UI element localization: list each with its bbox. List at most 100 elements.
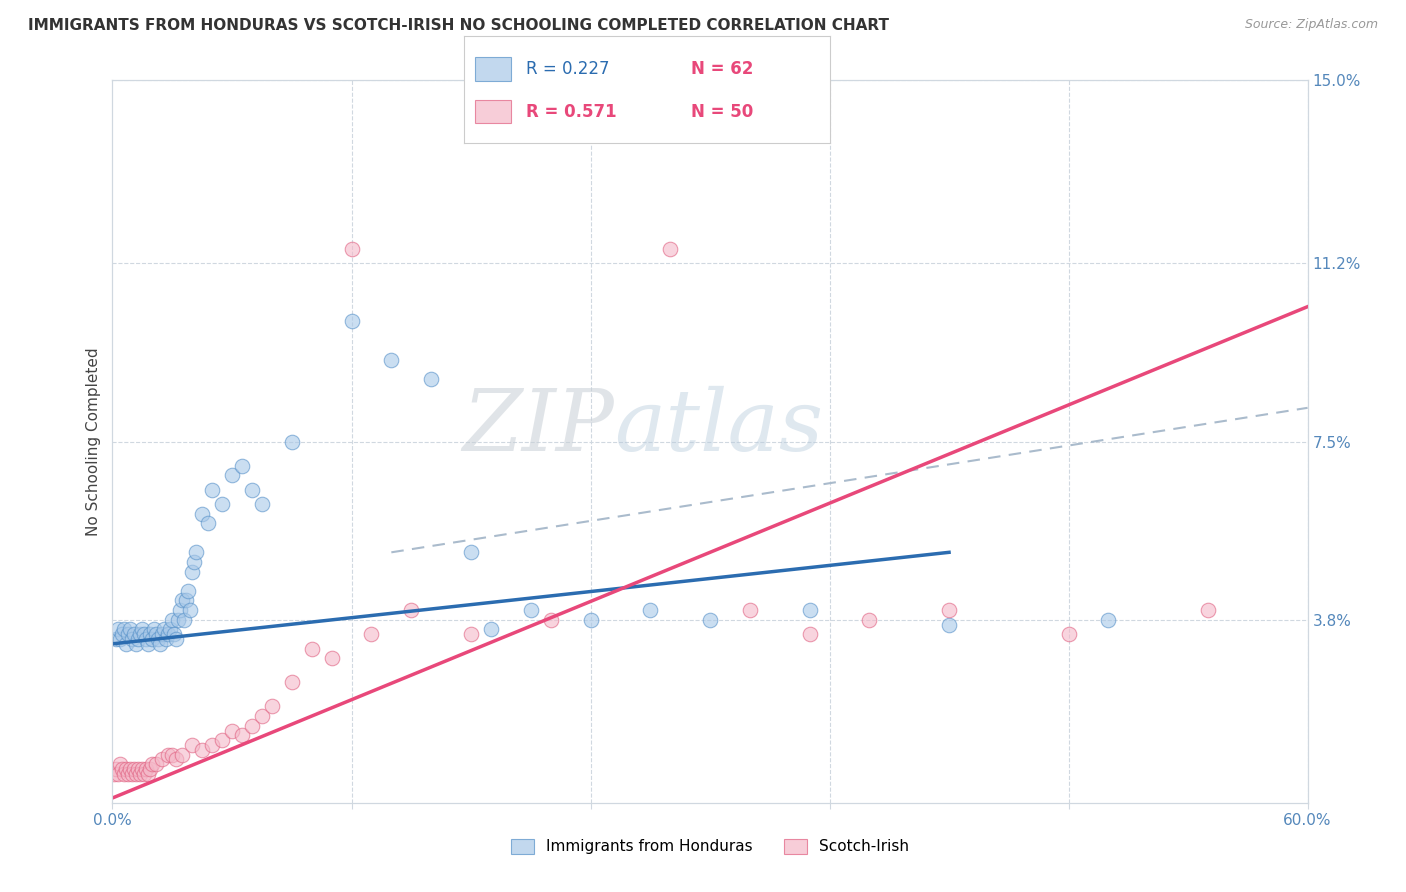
Point	[183, 555, 205, 569]
Point	[260, 699, 283, 714]
Point	[150, 752, 173, 766]
Point	[157, 627, 180, 641]
Point	[177, 583, 200, 598]
Point	[135, 762, 157, 776]
Text: R = 0.227: R = 0.227	[526, 60, 610, 78]
Point	[460, 545, 482, 559]
Point	[640, 603, 662, 617]
Point	[281, 434, 304, 449]
Point	[117, 767, 139, 781]
Point	[107, 767, 129, 781]
Point	[120, 623, 142, 637]
Point	[150, 627, 173, 641]
Point	[129, 627, 152, 641]
Point	[159, 623, 181, 637]
Point	[148, 632, 170, 646]
Point	[401, 603, 423, 617]
Point	[121, 632, 143, 646]
Point	[165, 632, 187, 646]
Point	[1097, 613, 1119, 627]
Point	[141, 757, 163, 772]
Point	[139, 762, 162, 776]
Text: atlas: atlas	[614, 385, 824, 468]
Point	[105, 632, 128, 646]
Text: IMMIGRANTS FROM HONDURAS VS SCOTCH-IRISH NO SCHOOLING COMPLETED CORRELATION CHAR: IMMIGRANTS FROM HONDURAS VS SCOTCH-IRISH…	[28, 18, 889, 33]
Point	[191, 743, 214, 757]
Text: N = 50: N = 50	[690, 103, 752, 120]
Point	[111, 762, 134, 776]
Point	[738, 603, 761, 617]
Point	[120, 762, 142, 776]
Point	[579, 613, 602, 627]
Point	[281, 675, 304, 690]
Point	[191, 507, 214, 521]
Point	[115, 762, 138, 776]
Point	[181, 565, 204, 579]
Point	[157, 747, 180, 762]
Point	[155, 632, 177, 646]
Text: ZIP: ZIP	[463, 385, 614, 468]
Point	[162, 613, 183, 627]
Point	[127, 762, 149, 776]
Point	[124, 627, 146, 641]
Point	[201, 483, 224, 497]
Point	[460, 627, 482, 641]
Point	[799, 603, 821, 617]
Point	[145, 757, 167, 772]
Point	[169, 603, 191, 617]
Point	[172, 747, 194, 762]
Point	[221, 468, 243, 483]
Point	[699, 613, 721, 627]
Point	[211, 733, 233, 747]
Point	[138, 637, 160, 651]
Point	[149, 637, 172, 651]
Point	[162, 747, 183, 762]
Point	[111, 627, 134, 641]
Point	[165, 752, 187, 766]
Point	[129, 767, 152, 781]
Point	[201, 738, 224, 752]
Point	[799, 627, 821, 641]
Point	[134, 767, 156, 781]
Point	[179, 603, 201, 617]
Point	[114, 623, 135, 637]
Point	[125, 637, 148, 651]
Point	[301, 641, 323, 656]
Point	[340, 314, 363, 328]
Point	[117, 627, 139, 641]
Point	[380, 352, 402, 367]
Point	[131, 762, 153, 776]
Point	[135, 632, 157, 646]
Point	[163, 627, 186, 641]
Text: N = 62: N = 62	[690, 60, 754, 78]
Point	[211, 497, 233, 511]
Point	[240, 719, 263, 733]
Point	[103, 767, 125, 781]
Point	[173, 613, 195, 627]
Point	[540, 613, 562, 627]
Point	[115, 637, 138, 651]
Point	[420, 372, 443, 386]
Point	[167, 613, 190, 627]
Point	[221, 723, 243, 738]
Point	[174, 593, 197, 607]
Text: Source: ZipAtlas.com: Source: ZipAtlas.com	[1244, 18, 1378, 31]
Point	[1197, 603, 1219, 617]
Point	[938, 603, 960, 617]
Point	[340, 242, 363, 256]
Point	[1057, 627, 1080, 641]
Point	[231, 728, 253, 742]
Point	[659, 242, 682, 256]
Legend: Immigrants from Honduras, Scotch-Irish: Immigrants from Honduras, Scotch-Irish	[505, 832, 915, 861]
Point	[145, 627, 167, 641]
Point	[186, 545, 208, 559]
Point	[181, 738, 204, 752]
Y-axis label: No Schooling Completed: No Schooling Completed	[86, 347, 101, 536]
Point	[138, 767, 160, 781]
Point	[131, 623, 153, 637]
Point	[197, 516, 219, 531]
Point	[127, 632, 149, 646]
Bar	[475, 100, 512, 123]
Point	[250, 497, 273, 511]
Point	[231, 458, 253, 473]
